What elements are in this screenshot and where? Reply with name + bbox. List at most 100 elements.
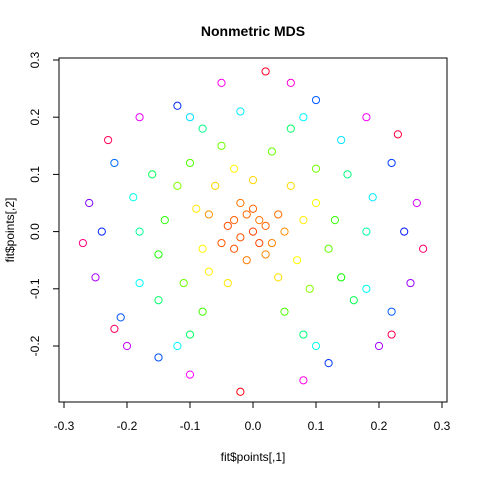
scatter-point bbox=[419, 244, 428, 253]
scatter-point bbox=[116, 313, 125, 322]
scatter-point bbox=[236, 387, 245, 396]
scatter-point bbox=[362, 284, 371, 293]
scatter-point bbox=[267, 147, 276, 156]
scatter-point bbox=[311, 341, 321, 351]
scatter-point bbox=[104, 135, 113, 145]
scatter-point bbox=[217, 238, 226, 248]
scatter-point bbox=[173, 181, 182, 190]
scatter-point bbox=[311, 95, 321, 105]
scatter-point bbox=[135, 227, 144, 236]
scatter-point bbox=[185, 158, 195, 168]
x-tick-label: 0.1 bbox=[308, 419, 325, 433]
y-tick-label: 0.3 bbox=[28, 51, 42, 68]
scatter-point bbox=[255, 238, 264, 248]
scatter-point bbox=[280, 227, 289, 236]
scatter-point bbox=[387, 158, 396, 168]
scatter-point bbox=[261, 67, 270, 76]
scatter-point bbox=[324, 244, 333, 253]
scatter-point bbox=[324, 359, 333, 368]
scatter-point bbox=[148, 170, 157, 179]
scatter-point bbox=[400, 227, 409, 236]
scatter-point bbox=[110, 158, 119, 168]
scatter-point bbox=[122, 341, 132, 351]
y-tick-label: -0.2 bbox=[28, 335, 42, 356]
scatter-point bbox=[160, 216, 169, 225]
scatter-point bbox=[179, 278, 188, 288]
scatter-point bbox=[374, 341, 384, 351]
x-tick-label: -0.3 bbox=[54, 419, 75, 433]
scatter-point bbox=[185, 330, 195, 339]
scatter-point bbox=[192, 204, 201, 213]
scatter-point bbox=[173, 101, 182, 110]
scatter-point bbox=[154, 250, 163, 259]
scatter-point bbox=[204, 267, 213, 276]
scatter-point bbox=[286, 124, 295, 133]
scatter-point bbox=[261, 221, 270, 230]
scatter-point bbox=[393, 130, 402, 139]
scatter-point bbox=[135, 278, 144, 288]
scatter-point bbox=[330, 216, 339, 225]
scatter-point bbox=[267, 238, 276, 248]
scatter-point bbox=[293, 256, 302, 265]
scatter-point bbox=[91, 273, 100, 282]
x-axis: -0.3 -0.2 -0.1 0.0 0.1 0.2 0.3 bbox=[54, 401, 451, 433]
scatter-point bbox=[255, 216, 264, 225]
y-tick-label: 0.2 bbox=[28, 109, 42, 126]
x-tick-label: 0.0 bbox=[245, 419, 262, 433]
scatter-point bbox=[299, 216, 308, 225]
scatter-point bbox=[280, 307, 289, 316]
scatter-point bbox=[217, 141, 226, 150]
scatter-point bbox=[248, 227, 258, 236]
scatter-point bbox=[223, 221, 232, 230]
scatter-point bbox=[274, 210, 283, 219]
y-tick-label: -0.1 bbox=[28, 278, 42, 299]
scatter-point bbox=[406, 278, 415, 288]
scatter-point bbox=[198, 307, 207, 316]
scatter-point bbox=[311, 198, 321, 208]
scatter-point bbox=[211, 181, 220, 190]
scatter-point bbox=[286, 181, 295, 190]
scatter-point bbox=[387, 330, 396, 339]
scatter-point bbox=[362, 113, 371, 122]
x-axis-label: fit$points[,1] bbox=[221, 450, 286, 464]
x-tick-label: 0.3 bbox=[434, 419, 451, 433]
y-tick-label: 0.1 bbox=[28, 166, 42, 183]
scatter-point bbox=[230, 216, 239, 225]
scatter-point bbox=[343, 170, 352, 179]
scatter-point bbox=[305, 284, 314, 293]
scatter-point bbox=[349, 296, 358, 305]
scatter-point bbox=[217, 78, 226, 87]
scatter-point bbox=[274, 273, 283, 282]
scatter-point bbox=[97, 227, 106, 236]
scatter-point bbox=[368, 193, 377, 202]
scatter-point bbox=[185, 370, 195, 379]
scatter-point bbox=[198, 124, 207, 133]
scatter-point bbox=[185, 113, 195, 122]
scatter-point bbox=[299, 376, 308, 385]
scatter-point bbox=[236, 233, 245, 242]
scatter-point bbox=[223, 278, 232, 288]
scatter-point bbox=[362, 227, 371, 236]
scatter-point bbox=[299, 330, 308, 339]
x-tick-label: 0.2 bbox=[371, 419, 388, 433]
y-tick-label: 0.0 bbox=[28, 223, 42, 240]
scatter-point bbox=[230, 244, 239, 253]
x-tick-label: -0.2 bbox=[117, 419, 138, 433]
scatter-point bbox=[236, 198, 245, 208]
scatter-point bbox=[299, 113, 308, 122]
scatter-point bbox=[286, 78, 295, 87]
plot-box bbox=[58, 57, 448, 403]
scatter-point bbox=[261, 250, 270, 259]
scatter-point bbox=[236, 107, 245, 116]
scatter-point bbox=[242, 210, 251, 219]
points-layer bbox=[78, 67, 428, 396]
scatter-point bbox=[337, 135, 346, 145]
scatter-point bbox=[198, 244, 207, 253]
scatter-point bbox=[248, 176, 258, 185]
scatter-point bbox=[173, 341, 182, 351]
scatter-point bbox=[154, 353, 163, 362]
scatter-point bbox=[311, 164, 321, 173]
x-tick-label: -0.1 bbox=[180, 419, 201, 433]
scatter-point bbox=[248, 204, 258, 213]
